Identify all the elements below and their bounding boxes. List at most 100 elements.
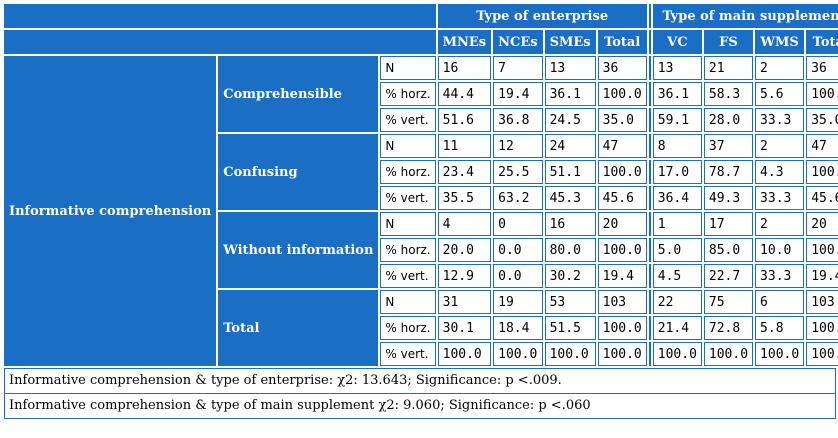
table-cell: 100.0: [493, 342, 543, 366]
table-cell: 28.0: [703, 108, 754, 132]
table-cell: 100.0: [806, 316, 838, 340]
table-cell: 36.8: [493, 108, 543, 132]
stat-label: % horz.: [380, 82, 436, 106]
table-cell: 12.9: [437, 264, 492, 288]
table-row: % vert.12.90.030.219.44.522.733.319.4: [4, 264, 838, 288]
table-cell: 2: [755, 212, 805, 236]
table-cell: 75: [703, 290, 754, 314]
header-blank: [4, 30, 436, 54]
table-cell: 5.6: [755, 82, 805, 106]
table-cell: 33.3: [755, 108, 805, 132]
stat-label: % vert.: [380, 264, 436, 288]
table-cell: 85.0: [703, 238, 754, 262]
table-cell: 21: [703, 56, 754, 80]
footnotes: Informative comprehension & type of ente…: [4, 368, 836, 419]
table-cell: 36: [597, 56, 647, 80]
table-cell: 100.0: [755, 342, 805, 366]
table-cell: 45.3: [544, 186, 596, 210]
column-separator: [648, 82, 651, 106]
table-cell: 51.6: [437, 108, 492, 132]
table-cell: 100.0: [703, 342, 754, 366]
column-separator: [648, 134, 651, 158]
table-cell: 33.3: [755, 186, 805, 210]
table-cell: 36.4: [652, 186, 702, 210]
table-cell: 51.1: [544, 160, 596, 184]
table-cell: 47: [806, 134, 838, 158]
table-cell: 100.0: [544, 342, 596, 366]
stat-label: N: [380, 134, 436, 158]
table-cell: 21.4: [652, 316, 702, 340]
table-cell: 100.0: [597, 82, 647, 106]
table-cell: 19.4: [493, 82, 543, 106]
table-cell: 5.0: [652, 238, 702, 262]
table-cell: 44.4: [437, 82, 492, 106]
col-header-mnes: MNEs: [437, 30, 492, 54]
table-row: % vert.51.636.824.535.059.128.033.335.0: [4, 108, 838, 132]
table-cell: 10.0: [755, 238, 805, 262]
category-label: Without information: [218, 212, 379, 288]
table-cell: 100.0: [652, 342, 702, 366]
table-cell: 100.0: [597, 316, 647, 340]
table-cell: 45.6: [597, 186, 647, 210]
table-cell: 49.3: [703, 186, 754, 210]
table-cell: 4.5: [652, 264, 702, 288]
stat-label: % vert.: [380, 108, 436, 132]
table-cell: 4.3: [755, 160, 805, 184]
table-cell: 78.7: [703, 160, 754, 184]
group-header-supplement: Type of main supplement: [652, 4, 838, 28]
header-row-groups: Type of enterprise Type of main suppleme…: [4, 4, 838, 28]
table-cell: 31: [437, 290, 492, 314]
column-separator: [648, 56, 651, 80]
table-cell: 59.1: [652, 108, 702, 132]
table-cell: 2: [755, 56, 805, 80]
table-cell: 19.4: [806, 264, 838, 288]
table-cell: 13: [652, 56, 702, 80]
table-cell: 17: [703, 212, 754, 236]
table-cell: 36: [806, 56, 838, 80]
table-cell: 16: [544, 212, 596, 236]
col-header-vc: VC: [652, 30, 702, 54]
table-cell: 22.7: [703, 264, 754, 288]
table-cell: 58.3: [703, 82, 754, 106]
row-variable-label: Informative comprehension: [4, 56, 217, 366]
table-cell: 45.6: [806, 186, 838, 210]
group-header-enterprise: Type of enterprise: [437, 4, 647, 28]
table-cell: 6: [755, 290, 805, 314]
table-cell: 0.0: [493, 264, 543, 288]
stat-label: % vert.: [380, 186, 436, 210]
table-cell: 5.8: [755, 316, 805, 340]
table-row: % vert.35.563.245.345.636.449.333.345.6: [4, 186, 838, 210]
footnote-enterprise: Informative comprehension & type of ente…: [9, 373, 562, 388]
stat-label: % horz.: [380, 238, 436, 262]
table-cell: 47: [597, 134, 647, 158]
table-cell: 2: [755, 134, 805, 158]
table-cell: 20: [806, 212, 838, 236]
table-cell: 24.5: [544, 108, 596, 132]
column-separator: [648, 186, 651, 210]
column-separator: [648, 316, 651, 340]
table-cell: 20.0: [437, 238, 492, 262]
table-cell: 33.3: [755, 264, 805, 288]
column-separator: [648, 4, 651, 28]
stat-label: N: [380, 56, 436, 80]
table-cell: 80.0: [544, 238, 596, 262]
table-cell: 100.0: [597, 160, 647, 184]
stat-label: N: [380, 212, 436, 236]
column-separator: [648, 108, 651, 132]
column-separator: [648, 212, 651, 236]
table-cell: 22: [652, 290, 702, 314]
column-separator: [648, 342, 651, 366]
table-cell: 13: [544, 56, 596, 80]
table-cell: 100.0: [806, 82, 838, 106]
col-header-wms: WMS: [755, 30, 805, 54]
crosstab-table: Type of enterprise Type of main suppleme…: [2, 2, 838, 368]
header-blank: [4, 4, 436, 28]
table-row: % vert. 100.0 100.0 100.0 100.0 100.0 100.0 100…: [4, 342, 838, 366]
table-cell: 11: [437, 134, 492, 158]
table-cell: 30.2: [544, 264, 596, 288]
header-row-columns: MNEs NCEs SMEs Total VC FS WMS Total: [4, 30, 838, 54]
table-cell: 23.4: [437, 160, 492, 184]
